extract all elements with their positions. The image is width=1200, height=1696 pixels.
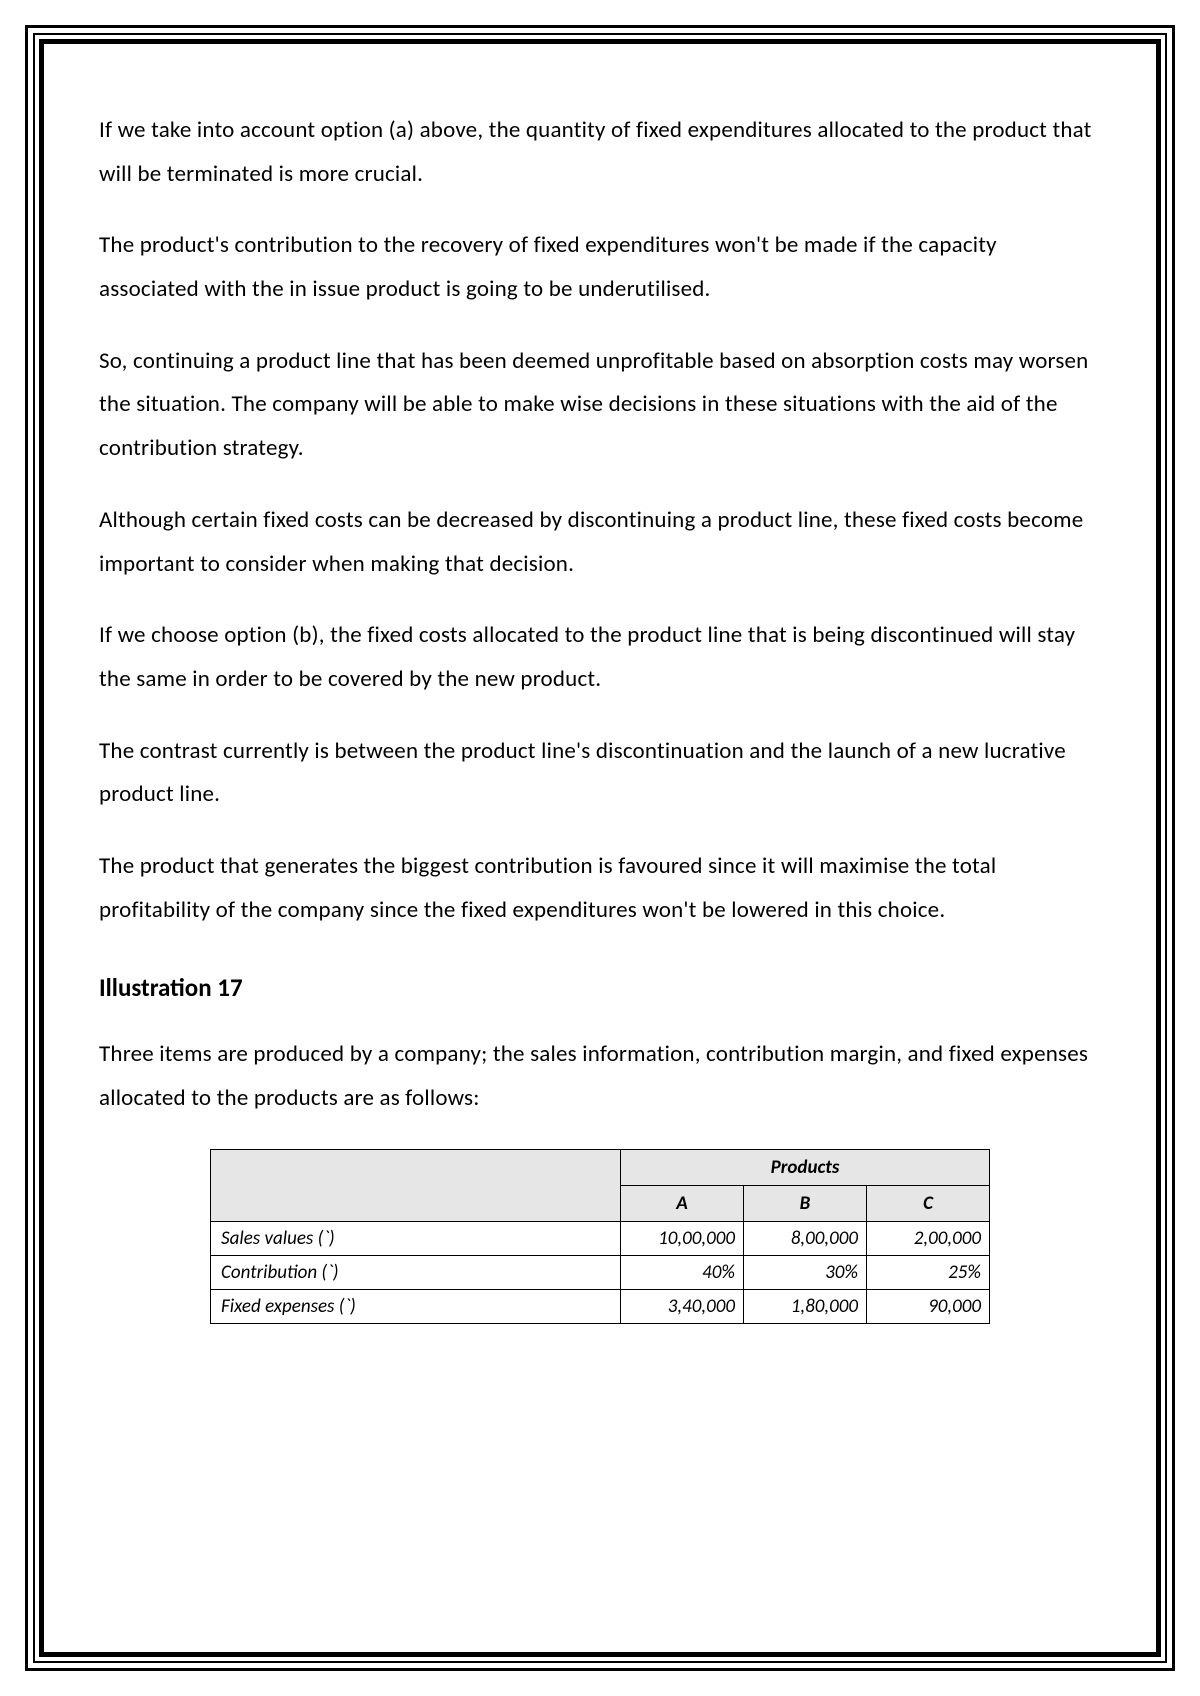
table-row: Fixed expenses (`) 3,40,000 1,80,000 90,… [211,1289,990,1323]
row-label: Fixed expenses (`) [211,1289,621,1323]
products-group-header: Products [621,1149,990,1185]
document-content: If we take into account option (a) above… [99,109,1101,1324]
column-header-a: A [621,1185,744,1221]
products-table: Products A B C Sales values (`) 10 [210,1149,990,1324]
table-header-row-1: Products [211,1149,990,1185]
page-mid-border: If we take into account option (a) above… [33,33,1167,1663]
cell-value: 40% [621,1255,744,1289]
illustration-heading: Illustration 17 [99,972,1101,1003]
column-header-b: B [744,1185,867,1221]
paragraph: So, continuing a product line that has b… [99,340,1101,471]
cell-value: 10,00,000 [621,1221,744,1255]
row-label: Contribution (`) [211,1255,621,1289]
page-inner-border: If we take into account option (a) above… [39,39,1161,1657]
cell-value: 2,00,000 [867,1221,990,1255]
paragraph: The product that generates the biggest c… [99,845,1101,932]
cell-value: 3,40,000 [621,1289,744,1323]
cell-value: 90,000 [867,1289,990,1323]
paragraph: Although certain fixed costs can be decr… [99,499,1101,586]
cell-value: 8,00,000 [744,1221,867,1255]
cell-value: 25% [867,1255,990,1289]
table-row: Sales values (`) 10,00,000 8,00,000 2,00… [211,1221,990,1255]
table-intro: Three items are produced by a company; t… [99,1033,1101,1120]
cell-value: 1,80,000 [744,1289,867,1323]
paragraph: The product's contribution to the recove… [99,224,1101,311]
page-outer-border: If we take into account option (a) above… [25,25,1175,1671]
table-row: Contribution (`) 40% 30% 25% [211,1255,990,1289]
paragraph: The contrast currently is between the pr… [99,730,1101,817]
products-table-wrapper: Products A B C Sales values (`) 10 [99,1149,1101,1324]
paragraph: If we take into account option (a) above… [99,109,1101,196]
table-corner-cell [211,1149,621,1221]
cell-value: 30% [744,1255,867,1289]
column-header-c: C [867,1185,990,1221]
row-label: Sales values (`) [211,1221,621,1255]
paragraph: If we choose option (b), the fixed costs… [99,614,1101,701]
